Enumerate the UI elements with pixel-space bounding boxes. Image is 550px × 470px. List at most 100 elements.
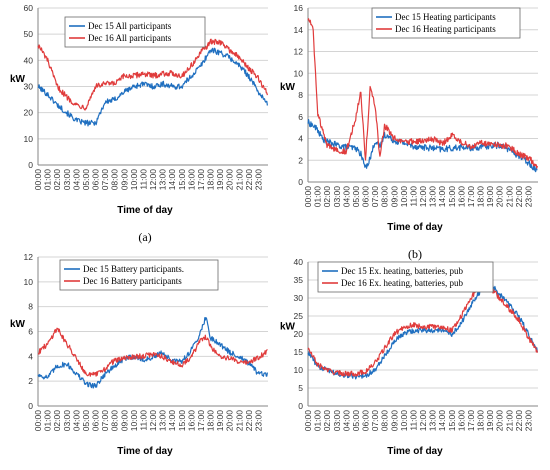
x-tick-label: 16:00	[186, 410, 196, 432]
x-tick-label: 22:00	[244, 410, 254, 432]
axes	[37, 257, 268, 407]
x-tick-label: 05:00	[351, 186, 361, 208]
x-tick-label: 17:00	[466, 410, 476, 432]
x-tick-label: 16:00	[186, 169, 196, 191]
legend-entry: Dec 15 Ex. heating, batteries, pub	[341, 266, 463, 276]
series-line-dec16	[307, 18, 538, 169]
y-tick-label: 20	[24, 108, 34, 118]
x-tick-label: 13:00	[428, 410, 438, 432]
x-tick-label: 00:00	[33, 410, 43, 432]
x-tick-label: 22:00	[514, 186, 524, 208]
x-tick-label: 19:00	[485, 410, 495, 432]
x-tick-label: 12:00	[148, 410, 158, 432]
x-tick-label: 11:00	[138, 169, 148, 190]
y-tick-label: 20	[294, 329, 304, 339]
y-tick-label: 40	[24, 55, 34, 65]
x-tick-label: 18:00	[206, 169, 216, 191]
x-tick-label: 04:00	[71, 410, 81, 432]
x-tick-label: 16:00	[456, 410, 466, 432]
legend-entry: Dec 15 Heating participants	[395, 12, 496, 22]
x-tick-label: 22:00	[514, 410, 524, 432]
y-tick-label: 10	[294, 365, 304, 375]
y-tick-label: 35	[294, 275, 304, 285]
legend: Dec 15 Heating participants Dec 16 Heatin…	[371, 7, 521, 39]
x-tick-label: 19:00	[215, 169, 225, 191]
x-tick-label: 14:00	[167, 169, 177, 191]
x-tick-label: 19:00	[215, 410, 225, 432]
x-tick-label: 06:00	[91, 410, 101, 432]
y-tick-label: 0	[298, 401, 303, 411]
x-tick-label: 02:00	[322, 410, 332, 432]
x-tick-label: 07:00	[370, 410, 380, 432]
legend-entry: Dec 16 All participants	[88, 33, 172, 43]
x-tick-label: 23:00	[523, 186, 533, 208]
y-tick-label: 30	[24, 82, 34, 92]
x-tick-label: 00:00	[303, 410, 313, 432]
y-tick-label: 4	[28, 351, 33, 361]
y-tick-label: 6	[298, 112, 303, 122]
x-tick-label: 02:00	[322, 186, 332, 208]
legend: Dec 15 Ex. heating, batteries, pub Dec 16…	[317, 261, 494, 293]
x-axis-label: Time of day	[387, 446, 443, 457]
x-tick-label: 05:00	[81, 410, 91, 432]
y-axis-label: kW	[10, 74, 26, 85]
legend-entry: Dec 16 Battery participants	[83, 276, 182, 286]
legend-entry: Dec 15 Battery participants.	[83, 264, 184, 274]
x-tick-label: 19:00	[485, 186, 495, 208]
y-tick-label: 8	[298, 90, 303, 100]
legend-entry: Dec 16 Ex. heating, batteries, pub	[341, 278, 463, 288]
y-tick-label: 0	[298, 177, 303, 187]
x-tick-label: 07:00	[370, 186, 380, 208]
axes	[307, 262, 538, 407]
x-tick-label: 09:00	[389, 186, 399, 208]
y-tick-label: 14	[294, 25, 304, 35]
series-line-dec15	[37, 47, 268, 127]
x-tick-label: 09:00	[119, 169, 129, 191]
y-tick-label: 12	[24, 252, 34, 262]
x-tick-label: 23:00	[253, 410, 263, 432]
y-tick-label: 50	[24, 29, 34, 39]
x-tick-label: 12:00	[148, 169, 158, 191]
chart-panel-b: 0 2 4 6 8 10 12 14 16 00:00 01:00 02:00 03:00 04:00 05…	[280, 3, 538, 261]
x-tick-label: 01:00	[43, 410, 53, 432]
x-tick-label: 08:00	[380, 186, 390, 208]
x-tick-label: 17:00	[196, 410, 206, 432]
x-tick-label: 20:00	[495, 410, 505, 432]
x-tick-label: 13:00	[158, 410, 168, 432]
x-tick-label: 16:00	[456, 186, 466, 208]
x-tick-label: 00:00	[303, 186, 313, 208]
x-tick-label: 18:00	[476, 410, 486, 432]
x-tick-label: 20:00	[225, 169, 235, 191]
x-tick-label: 04:00	[341, 410, 351, 432]
x-tick-label: 06:00	[361, 410, 371, 432]
x-tick-label: 02:00	[52, 410, 62, 432]
y-tick-label: 8	[28, 302, 33, 312]
x-tick-label: 09:00	[389, 410, 399, 432]
x-tick-label: 08:00	[110, 169, 120, 191]
x-tick-label: 23:00	[523, 410, 533, 432]
y-tick-label: 2	[28, 376, 33, 386]
y-tick-label: 40	[294, 257, 304, 267]
x-tick-label: 12:00	[418, 186, 428, 208]
x-tick-label: 13:00	[158, 169, 168, 191]
x-tick-label: 14:00	[167, 410, 177, 432]
x-tick-label: 21:00	[504, 410, 514, 432]
y-tick-label: 12	[294, 47, 304, 57]
legend-entry: Dec 15 All participants	[88, 21, 172, 31]
x-tick-label: 06:00	[361, 186, 371, 208]
x-tick-label: 08:00	[380, 410, 390, 432]
x-tick-label: 15:00	[177, 169, 187, 191]
x-tick-label: 11:00	[408, 410, 418, 431]
x-axis-label: Time of day	[117, 446, 173, 457]
x-tick-label: 10:00	[129, 169, 139, 191]
panel-label: (b)	[408, 247, 422, 261]
legend: Dec 15 Battery participants. Dec 16 Batte…	[59, 259, 219, 291]
x-tick-label: 17:00	[466, 186, 476, 208]
y-tick-label: 0	[28, 401, 33, 411]
legend-entry: Dec 16 Heating participants	[395, 24, 496, 34]
x-tick-label: 20:00	[495, 186, 505, 208]
y-axis-label: kW	[280, 322, 296, 333]
x-tick-label: 11:00	[138, 410, 148, 431]
x-tick-label: 07:00	[100, 410, 110, 432]
